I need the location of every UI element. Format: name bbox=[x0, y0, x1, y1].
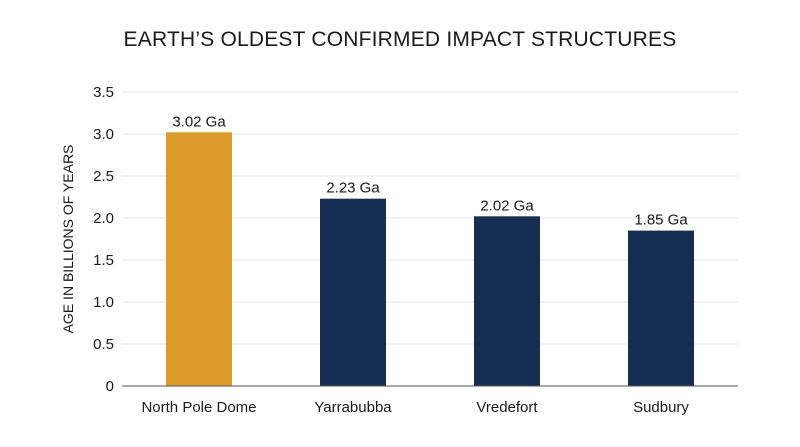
x-axis-ticks: North Pole Dome Yarrabubba Vredefort Sudbur… bbox=[141, 399, 689, 416]
y-tick-label: 1.5 bbox=[93, 252, 114, 269]
y-tick-label: 3.0 bbox=[93, 126, 114, 143]
bar bbox=[474, 216, 540, 386]
bar bbox=[320, 198, 386, 386]
bars bbox=[166, 132, 694, 386]
data-label: 3.02 Ga bbox=[172, 113, 226, 130]
x-tick-label: Yarrabubba bbox=[314, 399, 392, 416]
data-label: 2.23 Ga bbox=[326, 180, 380, 197]
x-tick-label: North Pole Dome bbox=[141, 399, 256, 416]
x-tick-label: Vredefort bbox=[476, 399, 538, 416]
bar bbox=[628, 230, 694, 386]
y-axis-ticks: 0 0.5 1.0 1.5 2.0 2.5 3.0 3.5 bbox=[93, 84, 114, 395]
y-tick-label: 3.5 bbox=[93, 84, 114, 101]
x-tick-label: Sudbury bbox=[633, 399, 689, 416]
bar bbox=[166, 132, 232, 386]
y-tick-label: 1.0 bbox=[93, 294, 114, 311]
y-tick-label: 0.5 bbox=[93, 336, 114, 353]
y-tick-label: 0 bbox=[106, 378, 114, 395]
data-label: 2.02 Ga bbox=[480, 197, 534, 214]
y-tick-label: 2.0 bbox=[93, 210, 114, 227]
chart-title: EARTH’S OLDEST CONFIRMED IMPACT STRUCTUR… bbox=[124, 28, 677, 51]
y-axis-label: AGE IN BILLIONS OF YEARS bbox=[60, 145, 76, 334]
data-label: 1.85 Ga bbox=[634, 212, 688, 229]
y-tick-label: 2.5 bbox=[93, 168, 114, 185]
data-labels: 3.02 Ga 2.23 Ga 2.02 Ga 1.85 Ga bbox=[172, 113, 688, 228]
